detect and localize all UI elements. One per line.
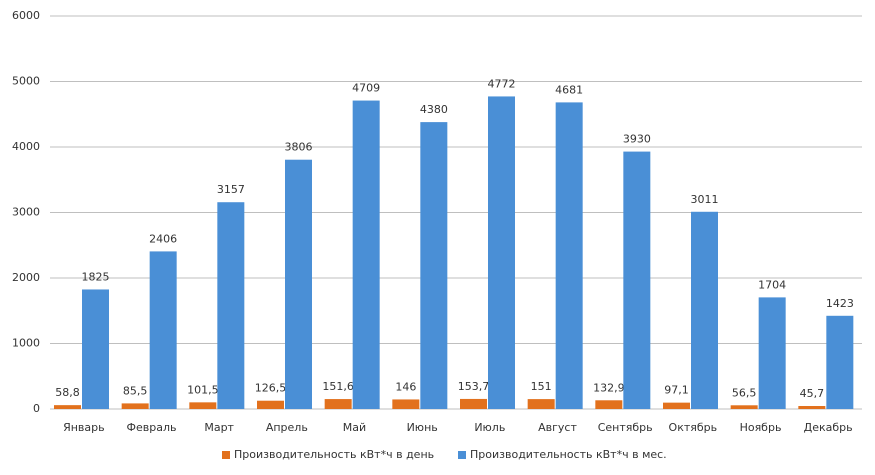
- x-tick-label: Декабрь: [804, 421, 853, 434]
- bar: [285, 159, 312, 409]
- legend-swatch: [458, 451, 466, 459]
- bar: [623, 151, 651, 409]
- bar: [595, 400, 623, 409]
- x-tick-label: Февраль: [127, 421, 177, 434]
- bar: [324, 399, 352, 409]
- data-label: 126,5: [255, 382, 287, 395]
- data-label: 3930: [623, 133, 651, 146]
- x-tick-label: Март: [204, 421, 234, 434]
- data-label: 85,5: [123, 384, 148, 397]
- data-label: 4772: [488, 77, 516, 90]
- data-label: 45,7: [800, 387, 825, 400]
- legend-label: Производительность кВт*ч в день: [234, 448, 434, 461]
- data-label: 1423: [826, 297, 854, 310]
- x-tick-label: Апрель: [266, 421, 308, 434]
- legend-label: Производительность кВт*ч в мес.: [470, 448, 667, 461]
- data-label: 3806: [285, 141, 313, 154]
- bar: [82, 289, 109, 409]
- data-label: 1825: [82, 270, 110, 283]
- x-tick-label: Ноябрь: [740, 421, 782, 434]
- data-label: 3157: [217, 183, 245, 196]
- bar: [257, 400, 284, 409]
- x-tick-label: Сентябрь: [598, 421, 653, 434]
- bar: [352, 100, 380, 410]
- data-label: 4380: [420, 103, 448, 116]
- bar: [527, 399, 555, 409]
- x-tick-label: Июнь: [407, 421, 438, 434]
- bar: [54, 405, 81, 409]
- bar: [189, 402, 217, 409]
- data-label: 4681: [555, 83, 583, 96]
- y-tick-label: 5000: [12, 75, 40, 88]
- bar: [758, 297, 786, 409]
- data-label: 151: [531, 380, 552, 393]
- y-tick-label: 0: [33, 402, 40, 415]
- bar: [488, 96, 515, 410]
- bar: [798, 406, 826, 409]
- bar: [121, 403, 149, 409]
- bar: [149, 251, 177, 409]
- data-label: 3011: [691, 193, 719, 206]
- x-tick-label: Январь: [63, 421, 105, 434]
- data-label: 2406: [149, 232, 177, 245]
- data-label: 1704: [758, 278, 786, 291]
- data-label: 101,5: [187, 383, 219, 396]
- y-tick-label: 6000: [12, 9, 40, 22]
- y-tick-label: 2000: [12, 271, 40, 284]
- x-tick-label: Август: [538, 421, 577, 434]
- bar: [420, 122, 448, 410]
- bar: [826, 315, 854, 409]
- x-tick-label: Июль: [474, 421, 505, 434]
- bar: [663, 402, 690, 409]
- x-tick-label: Май: [343, 421, 366, 434]
- bar: [392, 399, 420, 409]
- y-tick-label: 1000: [12, 337, 40, 350]
- x-tick-label: Октябрь: [669, 421, 718, 434]
- y-tick-label: 4000: [12, 140, 40, 153]
- legend-swatch: [222, 451, 230, 459]
- data-label: 151,6: [322, 380, 354, 393]
- bar: [730, 405, 758, 409]
- data-label: 153,7: [458, 380, 490, 393]
- bar: [691, 211, 718, 409]
- data-label: 56,5: [732, 386, 757, 399]
- bar: [555, 102, 583, 409]
- data-label: 4709: [352, 82, 380, 95]
- bar: [460, 398, 487, 409]
- data-label: 97,1: [664, 384, 689, 397]
- data-label: 132,9: [593, 381, 625, 394]
- data-label: 146: [395, 380, 416, 393]
- bar: [217, 202, 245, 409]
- data-label: 58,8: [55, 386, 80, 399]
- y-tick-label: 3000: [12, 206, 40, 219]
